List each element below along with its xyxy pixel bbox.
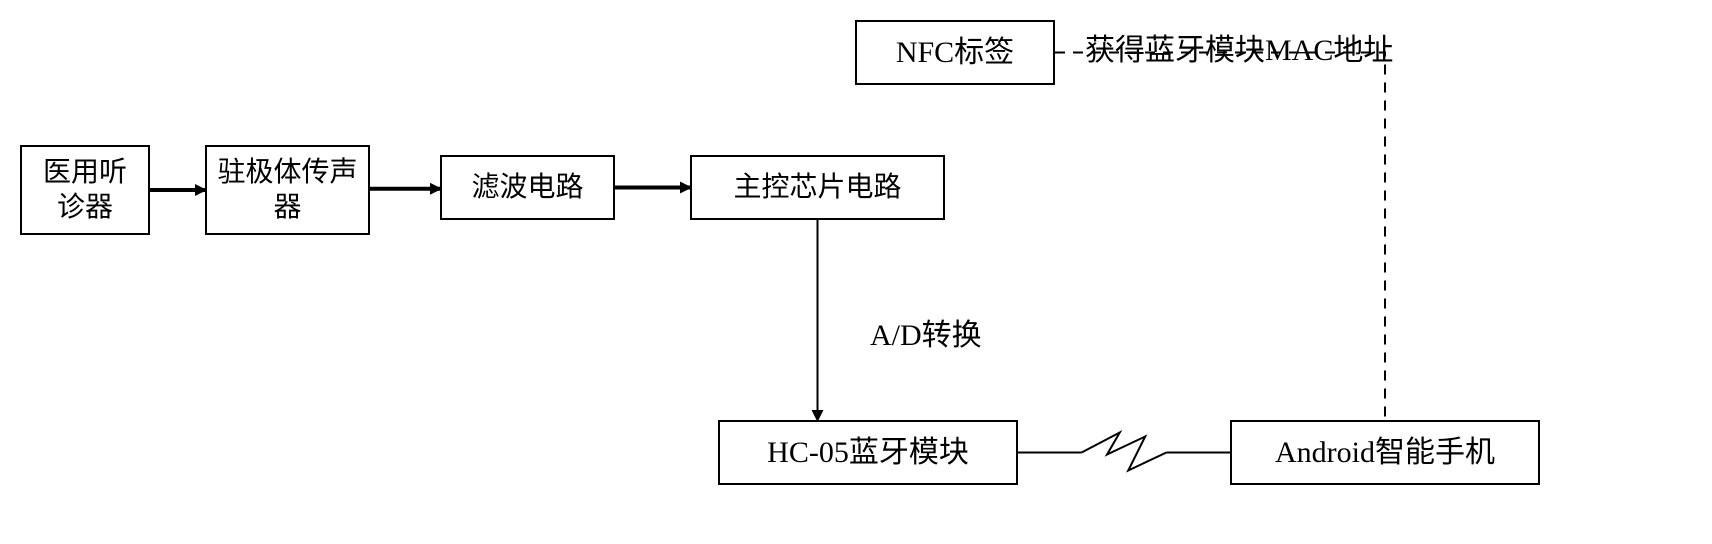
node-label: 驻极体传声 器 — [217, 155, 357, 225]
node-filter: 滤波电路 — [440, 155, 615, 220]
diagram-container: { "nodes": { "stethoscope": { "x": 20, "… — [0, 0, 1712, 544]
node-label: HC-05蓝牙模块 — [767, 434, 969, 472]
node-label: NFC标签 — [896, 34, 1014, 72]
node-mcu: 主控芯片电路 — [690, 155, 945, 220]
node-stethoscope: 医用听 诊器 — [20, 145, 150, 235]
label-adc: A/D转换 — [870, 310, 982, 354]
node-android: Android智能手机 — [1230, 420, 1540, 485]
node-label: Android智能手机 — [1275, 434, 1495, 472]
node-label: 主控芯片电路 — [733, 170, 901, 205]
node-nfc: NFC标签 — [855, 20, 1055, 85]
label-mac: 获得蓝牙模块MAC地址 — [1085, 25, 1393, 69]
node-label: 滤波电路 — [471, 170, 583, 205]
node-label: 医用听 诊器 — [43, 155, 127, 225]
node-electret: 驻极体传声 器 — [205, 145, 370, 235]
node-bluetooth: HC-05蓝牙模块 — [718, 420, 1018, 485]
